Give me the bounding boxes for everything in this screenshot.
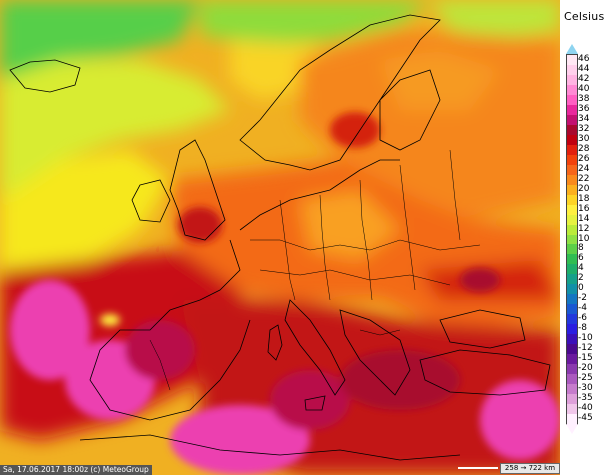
legend-label: 4 <box>578 263 584 274</box>
legend-label: -25 <box>578 373 593 384</box>
legend-label: -8 <box>578 323 587 334</box>
legend-swatch <box>567 64 577 75</box>
legend-label: -40 <box>578 403 593 414</box>
legend-swatch <box>567 154 577 165</box>
legend-swatch <box>567 194 577 205</box>
legend-label: 30 <box>578 133 590 144</box>
legend-label: -4 <box>578 303 587 314</box>
legend-label: -35 <box>578 393 593 404</box>
legend-label: 8 <box>578 243 584 254</box>
legend-swatch <box>567 374 577 385</box>
legend-label: 18 <box>578 193 590 204</box>
legend-swatch <box>567 284 577 295</box>
legend-label: 12 <box>578 223 590 234</box>
legend-swatch <box>567 394 577 405</box>
legend-label: -10 <box>578 333 593 344</box>
legend-label: 32 <box>578 123 590 134</box>
temperature-legend: Celsius 46 44 42 40 38 36 34 32 30 28 26 24 22 20 18 16… <box>560 0 612 475</box>
legend-swatch <box>567 304 577 315</box>
legend-swatch <box>567 224 577 235</box>
legend-swatch <box>567 74 577 85</box>
legend-label: 46 <box>578 53 590 64</box>
legend-swatch <box>567 144 577 155</box>
legend-label: 38 <box>578 93 590 104</box>
legend-label: 42 <box>578 73 590 84</box>
legend-swatch <box>567 134 577 145</box>
legend-swatch <box>567 55 577 65</box>
legend-swatch <box>567 124 577 135</box>
legend-color-bar <box>566 54 578 425</box>
legend-swatch <box>567 384 577 395</box>
legend-label: -20 <box>578 363 593 374</box>
coastlines <box>9 14 551 461</box>
legend-label: 26 <box>578 153 590 164</box>
temperature-field <box>0 0 560 475</box>
legend-swatch <box>567 254 577 265</box>
legend-label: -45 <box>578 413 593 423</box>
legend-label: 10 <box>578 233 590 244</box>
legend-swatch <box>567 184 577 195</box>
legend-label: 20 <box>578 183 590 194</box>
legend-label: 44 <box>578 63 590 74</box>
heat-hotspots <box>10 112 560 475</box>
legend-label: 2 <box>578 273 584 284</box>
country-borders <box>149 149 481 391</box>
legend-label: -6 <box>578 313 587 324</box>
legend-label: 6 <box>578 253 584 264</box>
legend-swatch <box>567 214 577 225</box>
legend-swatch <box>567 414 577 425</box>
legend-swatch <box>567 84 577 95</box>
legend-title: Celsius <box>564 10 605 23</box>
legend-label: 0 <box>578 283 584 294</box>
legend-top-arrow <box>566 44 578 54</box>
legend-swatch <box>567 164 577 175</box>
legend-label: -2 <box>578 293 587 304</box>
legend-label: 24 <box>578 163 590 174</box>
legend-swatch <box>567 324 577 335</box>
legend-swatch <box>567 104 577 115</box>
legend-swatch <box>567 354 577 365</box>
legend-swatch <box>567 244 577 255</box>
legend-swatch <box>567 294 577 305</box>
legend-swatch <box>567 344 577 355</box>
legend-swatch <box>567 274 577 285</box>
legend-swatch <box>567 314 577 325</box>
legend-swatch <box>567 204 577 215</box>
legend-label: 16 <box>578 203 590 214</box>
attribution-label: Sa, 17.06.2017 18:00z (c) MeteoGroup <box>0 465 152 475</box>
legend-swatch <box>567 174 577 185</box>
legend-swatch <box>567 264 577 275</box>
scale-label: 258 → 722 km <box>500 463 560 474</box>
legend-label: -30 <box>578 383 593 394</box>
legend-swatch <box>567 114 577 125</box>
legend-swatch <box>567 334 577 345</box>
temperature-map[interactable]: Sa, 17.06.2017 18:00z (c) MeteoGroup 258… <box>0 0 560 475</box>
legend-label: -15 <box>578 353 593 364</box>
legend-label: -12 <box>578 343 593 354</box>
legend-swatch <box>567 364 577 375</box>
legend-swatch <box>567 94 577 105</box>
scale-bar <box>458 467 498 469</box>
legend-label: 14 <box>578 213 590 224</box>
legend-label: 22 <box>578 173 590 184</box>
legend-label: 34 <box>578 113 590 124</box>
legend-swatch <box>567 234 577 245</box>
legend-bottom-arrow <box>566 424 578 434</box>
legend-label: 40 <box>578 83 590 94</box>
legend-swatch <box>567 404 577 415</box>
legend-label: 28 <box>578 143 590 154</box>
legend-label: 36 <box>578 103 590 114</box>
